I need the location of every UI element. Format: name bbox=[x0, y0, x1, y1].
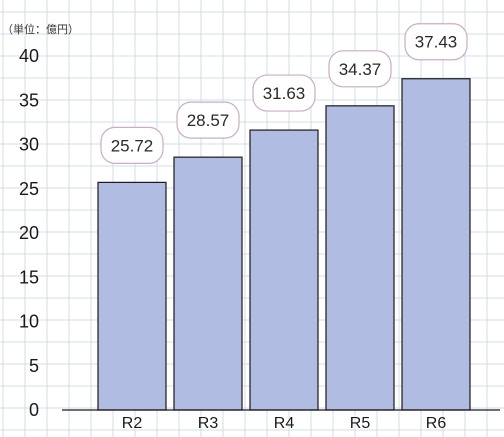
y-tick-label: 15 bbox=[19, 267, 39, 287]
x-tick-label: R4 bbox=[274, 415, 295, 432]
y-axis-ticks: 0 5 10 15 20 25 30 35 40 bbox=[19, 46, 39, 420]
y-tick-label: 35 bbox=[19, 90, 39, 110]
x-axis-labels: R2 R3 R4 R5 R6 bbox=[122, 415, 447, 432]
x-tick-label: R3 bbox=[198, 415, 219, 432]
x-tick-label: R2 bbox=[122, 415, 143, 432]
value-label-box bbox=[176, 101, 240, 139]
value-label: 34.37 bbox=[339, 60, 382, 79]
y-tick-label: 25 bbox=[19, 179, 39, 199]
y-tick-label: 0 bbox=[29, 400, 39, 420]
value-label-box bbox=[404, 23, 468, 61]
bar bbox=[97, 181, 167, 411]
x-tick-label: R5 bbox=[350, 415, 371, 432]
bar bbox=[325, 105, 395, 411]
unit-label: （単位：億円） bbox=[2, 22, 79, 36]
y-tick-label: 10 bbox=[19, 312, 39, 332]
value-labels: 25.72 28.57 31.63 34.37 37.43 bbox=[100, 23, 468, 164]
x-tick-label: R6 bbox=[426, 415, 447, 432]
value-label: 25.72 bbox=[111, 136, 154, 155]
bars bbox=[97, 78, 471, 411]
value-label-box bbox=[252, 74, 316, 112]
value-label-box bbox=[100, 126, 164, 164]
y-tick-label: 5 bbox=[29, 356, 39, 376]
bar bbox=[173, 156, 243, 411]
bar bbox=[249, 129, 319, 411]
y-tick-label: 20 bbox=[19, 223, 39, 243]
bar bbox=[401, 78, 471, 411]
value-label: 28.57 bbox=[187, 111, 230, 130]
value-label: 37.43 bbox=[415, 33, 458, 52]
value-label: 31.63 bbox=[263, 84, 306, 103]
value-label-box bbox=[328, 50, 392, 88]
y-tick-label: 40 bbox=[19, 46, 39, 66]
y-tick-label: 30 bbox=[19, 135, 39, 155]
